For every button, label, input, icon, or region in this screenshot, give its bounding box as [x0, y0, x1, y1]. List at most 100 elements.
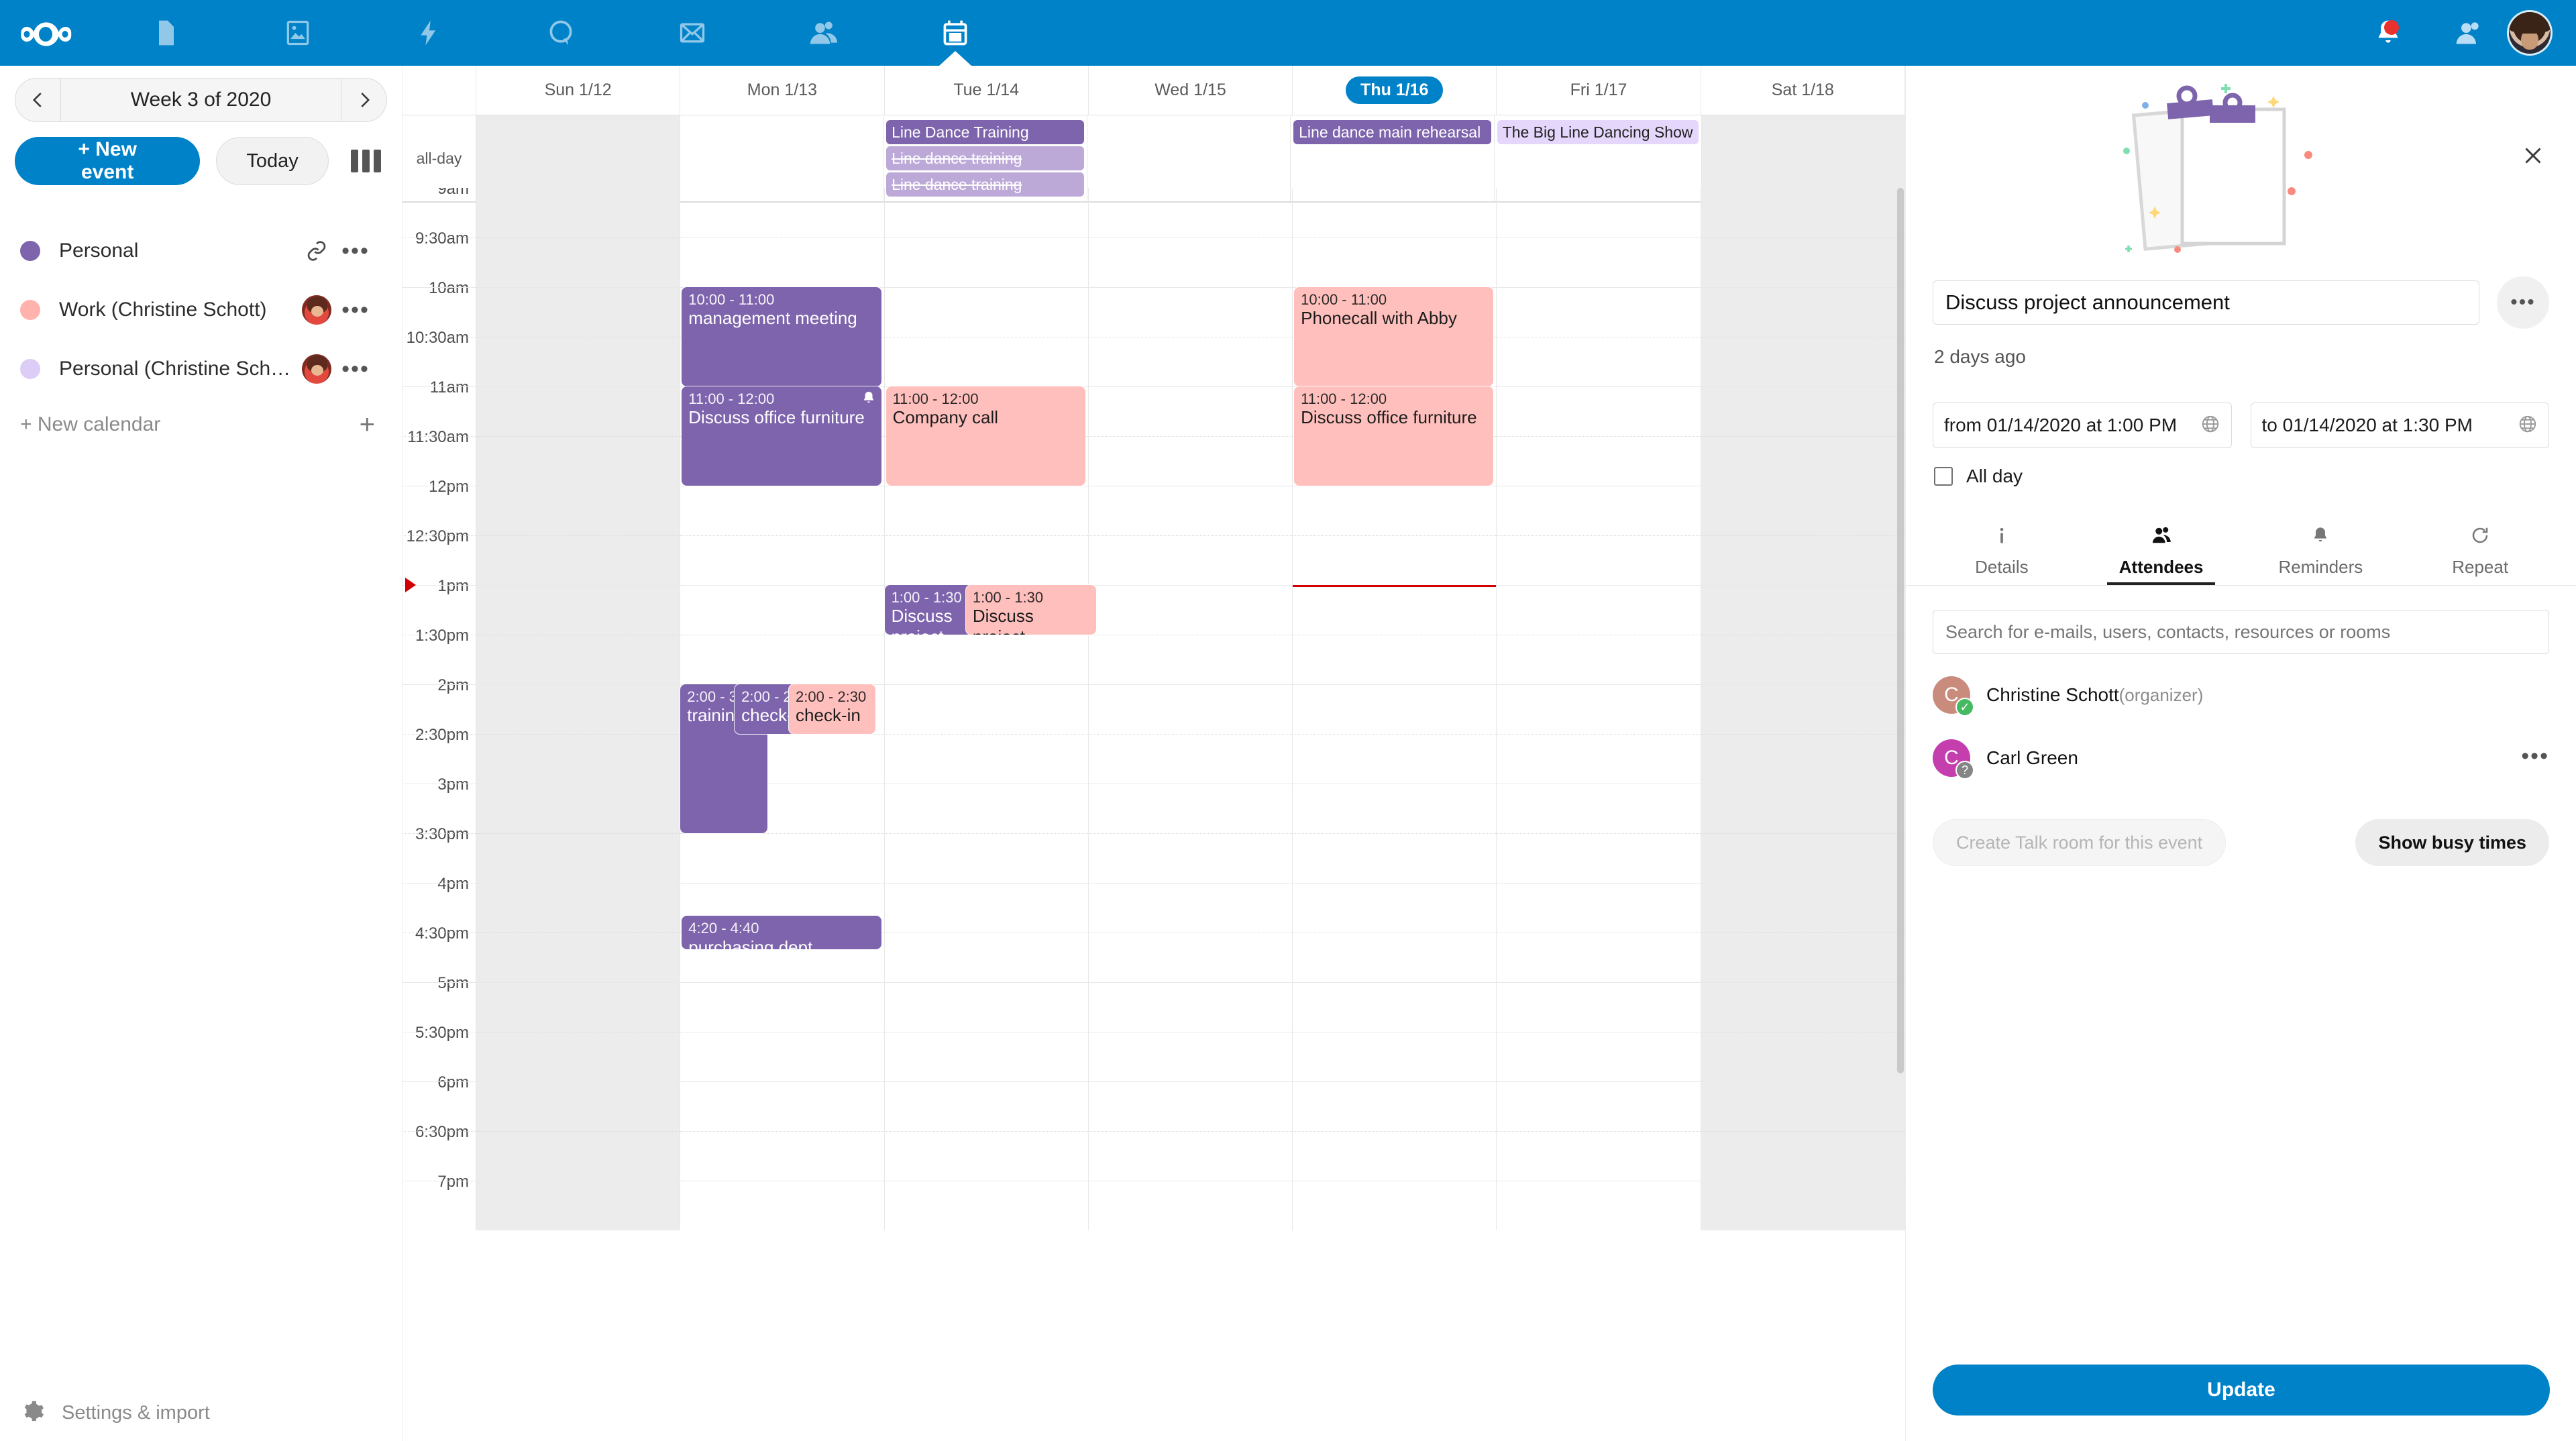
chevron-right-icon[interactable]	[341, 78, 386, 121]
day-header-wed[interactable]: Wed 1/15	[1089, 66, 1293, 115]
calendar-item-personal-shared[interactable]: Personal (Christine Scho... •••	[0, 339, 402, 398]
time-grid-scrollbar[interactable]	[1896, 188, 1905, 1441]
event-end-datetime[interactable]: to 01/14/2020 at 1:30 PM	[2250, 403, 2549, 448]
event-time: 11:00 - 12:00	[892, 390, 979, 407]
all-day-cell-fri[interactable]: The Big Line Dancing Show	[1495, 115, 1702, 201]
link-icon[interactable]	[297, 240, 336, 262]
globe-icon[interactable]	[2200, 414, 2220, 437]
calendar-event[interactable]: 10:00 - 11:00 management meeting	[682, 287, 881, 386]
day-header-fri[interactable]: Fri 1/17	[1497, 66, 1701, 115]
day-column-mon[interactable]: 10:00 - 11:00 management meeting 11:00 - 1…	[680, 188, 885, 1230]
grid-line	[1701, 535, 1904, 536]
tab-details[interactable]: Details	[1922, 518, 2082, 585]
calendar-event[interactable]: 2:00 - 2:30 check-in	[789, 684, 876, 734]
all-day-toggle-row[interactable]: All day	[1906, 466, 2576, 487]
calendar-options-button[interactable]: •••	[341, 356, 370, 382]
attendee-options-button[interactable]: •••	[2521, 743, 2549, 769]
all-day-event[interactable]: The Big Line Dancing Show	[1497, 120, 1699, 144]
calendar-event[interactable]: 11:00 - 12:00 Company call	[885, 386, 1085, 486]
event-title-input[interactable]	[1933, 280, 2479, 325]
all-day-cell-sun[interactable]	[476, 115, 680, 201]
attendee-name: Carl Green	[1986, 747, 2078, 768]
all-day-checkbox[interactable]	[1934, 467, 1953, 486]
day-column-thu[interactable]: 10:00 - 11:00 Phonecall with Abby 11:00 - …	[1293, 188, 1497, 1230]
calendar-item-personal[interactable]: Personal •••	[0, 221, 402, 280]
settings-and-import-button[interactable]: Settings & import	[0, 1400, 402, 1426]
tab-repeat[interactable]: Repeat	[2400, 518, 2560, 585]
create-talk-room-button[interactable]: Create Talk room for this event	[1933, 819, 2226, 866]
day-column-sun[interactable]	[476, 188, 681, 1230]
all-day-cell-wed[interactable]	[1087, 115, 1291, 201]
day-column-fri[interactable]	[1497, 188, 1701, 1230]
calendar-name: Work (Christine Schott)	[59, 299, 267, 321]
tab-attendees[interactable]: Attendees	[2082, 518, 2241, 585]
event-start-text: from 01/14/2020 at 1:00 PM	[1944, 415, 2178, 435]
all-day-event[interactable]: Line dance main rehearsal	[1293, 120, 1491, 144]
plus-icon[interactable]: +	[359, 410, 375, 439]
calendar-share-avatar[interactable]	[297, 354, 336, 384]
grid-line	[884, 1131, 1088, 1132]
day-header-sat[interactable]: Sat 1/18	[1701, 66, 1905, 115]
attendee-status-badge: ?	[1955, 761, 1974, 780]
calendar-icon[interactable]	[890, 0, 1021, 66]
all-day-cell-thu[interactable]: Line dance main rehearsal	[1291, 115, 1495, 201]
day-column-tue[interactable]: 11:00 - 12:00 Company call 1:00 - 1:30 Disc…	[884, 188, 1096, 1230]
day-column-sat[interactable]	[1701, 188, 1905, 1230]
calendar-event[interactable]: 11:00 - 12:00 Discuss office furniture	[682, 386, 881, 486]
mail-icon[interactable]	[627, 0, 758, 66]
all-day-event[interactable]: Line Dance Training	[886, 120, 1084, 144]
more-options-icon[interactable]: •••	[2497, 276, 2549, 329]
grid-line	[1497, 883, 1701, 884]
scrollbar-thumb[interactable]	[1897, 188, 1904, 1073]
event-start-datetime[interactable]: from 01/14/2020 at 1:00 PM	[1933, 403, 2232, 448]
tab-reminders[interactable]: Reminders	[2241, 518, 2401, 585]
contacts-menu-icon[interactable]	[2428, 0, 2509, 66]
grid-line	[476, 436, 680, 437]
user-avatar[interactable]	[2509, 12, 2551, 54]
all-day-cell-tue[interactable]: Line Dance Training Line dance training Li…	[883, 115, 1087, 201]
day-header-tue[interactable]: Tue 1/14	[885, 66, 1089, 115]
grid-line	[1088, 287, 1293, 288]
day-header-thu[interactable]: Thu 1/16	[1293, 66, 1497, 115]
show-busy-times-button[interactable]: Show busy times	[2355, 819, 2549, 866]
all-day-cell-mon[interactable]	[680, 115, 884, 201]
nextcloud-logo-icon[interactable]	[0, 19, 101, 46]
new-calendar-label: + New calendar	[20, 413, 161, 435]
calendar-event[interactable]: 4:20 - 4:40 purchasing dept	[682, 916, 881, 949]
photos-icon[interactable]	[232, 0, 364, 66]
calendar-options-button[interactable]: •••	[341, 237, 370, 264]
new-event-button[interactable]: + New event	[15, 137, 201, 185]
chevron-left-icon[interactable]	[15, 78, 61, 121]
grid-line	[884, 982, 1088, 983]
day-column-wed[interactable]	[1088, 188, 1293, 1230]
calendar-event[interactable]: 10:00 - 11:00 Phonecall with Abby	[1294, 287, 1494, 386]
calendar-name: Personal	[59, 239, 139, 262]
calendar-item-work[interactable]: Work (Christine Schott) •••	[0, 280, 402, 339]
close-icon[interactable]	[2516, 138, 2551, 173]
time-label: 4:30pm	[402, 924, 476, 982]
all-day-event[interactable]: Line dance training	[886, 146, 1084, 170]
calendar-options-button[interactable]: •••	[341, 297, 370, 323]
today-button[interactable]: Today	[216, 137, 329, 185]
week-view-icon[interactable]	[345, 140, 387, 182]
files-icon[interactable]	[101, 0, 232, 66]
all-day-event[interactable]: Line dance training	[886, 172, 1084, 197]
attendee-row-organizer[interactable]: C ✓ Christine Schott (organizer)	[1906, 673, 2576, 717]
activity-icon[interactable]	[364, 0, 495, 66]
contacts-icon[interactable]	[758, 0, 890, 66]
day-header-mon[interactable]: Mon 1/13	[680, 66, 885, 115]
update-button[interactable]: Update	[1933, 1365, 2550, 1416]
current-period-label[interactable]: Week 3 of 2020	[130, 89, 272, 111]
attendee-row-1[interactable]: C ? Carl Green •••	[1906, 736, 2576, 780]
notifications-button[interactable]	[2348, 0, 2428, 66]
calendar-event[interactable]: 11:00 - 12:00 Discuss office furniture	[1294, 386, 1494, 486]
globe-icon[interactable]	[2518, 414, 2538, 437]
calendar-share-avatar[interactable]	[297, 295, 336, 325]
day-header-sun[interactable]: Sun 1/12	[476, 66, 681, 115]
all-day-cell-sat[interactable]	[1701, 115, 1905, 201]
new-calendar-button[interactable]: + New calendar +	[0, 398, 402, 451]
avatar: C ?	[1933, 739, 1974, 780]
talk-icon[interactable]	[495, 0, 627, 66]
attendee-search-input[interactable]	[1933, 610, 2549, 654]
